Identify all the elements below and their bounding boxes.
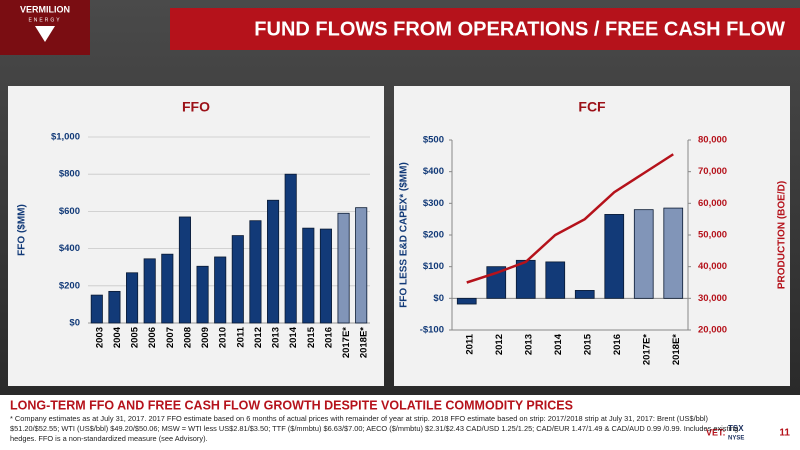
y-tick-label: $400 (423, 166, 444, 177)
bar (196, 265, 209, 324)
x-tick-label: 2015 (306, 326, 317, 348)
bar (545, 261, 566, 299)
y-tick-label: $200 (423, 230, 444, 241)
y2-axis-label: PRODUCTION (BOE/D) (777, 181, 788, 289)
y2-tick-label: 40,000 (698, 261, 727, 272)
exchange: TSX (728, 424, 744, 433)
footer-band (0, 395, 800, 450)
bar (319, 228, 332, 324)
y2-tick-label: 80,000 (698, 135, 727, 146)
x-tick-label: 2014 (288, 326, 299, 348)
x-tick-label: 2010 (218, 327, 229, 348)
x-tick-label: 2009 (200, 327, 211, 348)
title-bar (170, 8, 800, 50)
bar (604, 214, 625, 299)
y2-tick-label: 60,000 (698, 198, 727, 209)
bar (108, 290, 121, 324)
x-tick-label: 2004 (112, 326, 123, 348)
bar (90, 294, 103, 324)
y-tick-label: $1,000 (51, 132, 80, 143)
y-tick-label: $400 (59, 243, 80, 254)
footer-headline: LONG-TERM FFO AND FREE CASH FLOW GROWTH … (10, 398, 573, 412)
x-tick-label: 2011 (235, 326, 246, 347)
y-tick-label: $0 (69, 318, 80, 329)
production-line (466, 153, 674, 284)
bar (337, 212, 350, 324)
chart-panel (394, 86, 790, 386)
y2-tick-label: 70,000 (698, 166, 727, 177)
y-tick-label: $300 (423, 198, 444, 209)
y-tick-label: $0 (433, 293, 444, 304)
x-tick-label: 2005 (130, 326, 141, 348)
y-tick-label: $200 (59, 280, 80, 291)
y2-tick-label: 30,000 (698, 293, 727, 304)
bar (143, 258, 156, 324)
x-tick-label: 2018E* (671, 334, 682, 365)
bar (178, 216, 191, 324)
x-tick-label: 2013 (523, 334, 534, 355)
x-tick-label: 2012 (494, 334, 505, 355)
bar (663, 207, 684, 299)
y-tick-label: $100 (423, 261, 444, 272)
x-tick-label: 2017E* (641, 334, 652, 365)
logo-text: VERMILION (20, 4, 70, 14)
y-tick-label: $500 (423, 135, 444, 146)
logo-mark (35, 26, 55, 42)
exchange: NYSE (728, 436, 744, 442)
bar (126, 272, 139, 324)
x-tick-label: 2017E* (341, 327, 352, 358)
bar (231, 235, 244, 324)
x-tick-label: 2015 (582, 333, 593, 355)
bar (284, 173, 297, 324)
bar (302, 227, 315, 324)
footnote: * Company estimates as at July 31, 2017.… (10, 414, 739, 443)
bar (214, 256, 227, 324)
x-tick-label: 2007 (165, 327, 176, 348)
bar (355, 207, 368, 324)
bar (515, 259, 536, 299)
y-axis-label: FFO LESS E&D CAPEX* ($MM) (399, 162, 410, 308)
x-tick-label: 2012 (253, 327, 264, 348)
y-axis-label: FFO ($MM) (17, 204, 28, 256)
bar (633, 209, 654, 299)
logo-sub: ENERGY (28, 17, 61, 23)
chart-title: FFO (182, 99, 210, 115)
ticker: VET: (706, 427, 726, 437)
y2-tick-label: 20,000 (698, 325, 727, 336)
x-tick-label: 2016 (612, 334, 623, 355)
bar (161, 253, 174, 324)
x-tick-label: 2011 (464, 333, 475, 354)
x-tick-label: 2013 (271, 327, 282, 348)
y2-tick-label: 50,000 (698, 230, 727, 241)
page-number: 11 (779, 428, 790, 439)
bar (574, 290, 595, 299)
y-tick-label: -$100 (420, 325, 444, 336)
slide-title: FUND FLOWS FROM OPERATIONS / FREE CASH F… (254, 18, 785, 40)
x-tick-label: 2014 (553, 333, 564, 355)
y-tick-label: $800 (59, 169, 80, 180)
x-tick-label: 2018E* (359, 327, 370, 358)
x-tick-label: 2008 (182, 327, 193, 348)
bar (249, 220, 262, 324)
bar (456, 297, 477, 305)
x-tick-label: 2003 (94, 327, 105, 348)
x-tick-label: 2006 (147, 327, 158, 348)
chart-title: FCF (578, 99, 606, 115)
bar (267, 199, 280, 324)
y-tick-label: $600 (59, 206, 80, 217)
x-tick-label: 2016 (323, 327, 334, 348)
